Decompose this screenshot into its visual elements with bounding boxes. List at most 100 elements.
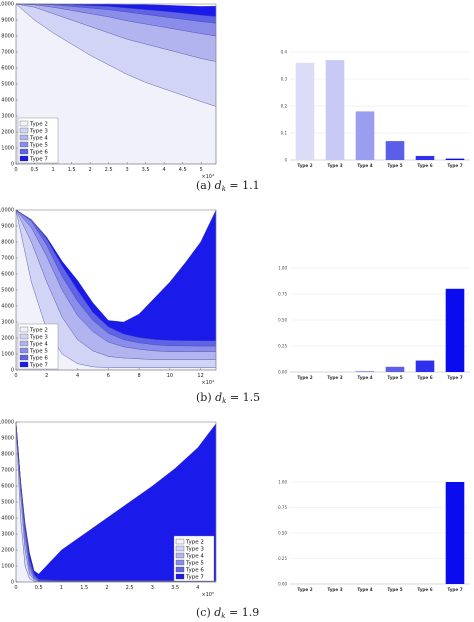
caption-math: d (215, 391, 222, 404)
bar-y-tick-label: 0.1 (281, 131, 288, 136)
legend-swatch (175, 552, 185, 559)
bar-type-7 (445, 482, 465, 584)
legend-label: Type 3 (29, 335, 48, 341)
area-x-tick-label: 0 (14, 167, 17, 173)
bar-type-3 (325, 60, 345, 160)
legend-label: Type 7 (29, 157, 48, 163)
bar-type-7 (445, 288, 465, 372)
legend-swatch (19, 326, 29, 333)
area-x-tick-label: 1.5 (68, 167, 76, 173)
area-y-tick-label: 4000 (1, 304, 14, 310)
bar-y-tick-label: 0.4 (281, 50, 288, 55)
bar-y-tick-label: 0.75 (278, 292, 287, 297)
bar-type-6 (415, 360, 435, 372)
legend-label: Type 4 (29, 342, 48, 348)
caption-subscript: k (222, 397, 226, 405)
area-x-tick-label: 2 (88, 167, 91, 173)
legend-swatch (175, 538, 185, 545)
legend-label: Type 5 (29, 143, 48, 149)
legend-label: Type 2 (29, 122, 48, 128)
bar-y-tick-label: 0.25 (278, 344, 287, 349)
bar-x-tick-label: Type 5 (387, 163, 402, 168)
area-y-tick-label: 1000 (1, 146, 14, 152)
caption-value: = 1.9 (226, 606, 260, 618)
bar-y-tick-label: 0.25 (278, 556, 287, 561)
panel-caption: (c) dk = 1.9 (196, 606, 259, 618)
area-y-tick-label: 2000 (1, 548, 14, 554)
bar-x-tick-label: Type 7 (447, 587, 462, 592)
area-x-multiplier: ×10⁴ (201, 380, 214, 386)
area-y-tick-label: 4000 (1, 516, 14, 522)
legend-swatch (19, 340, 29, 347)
legend-label: Type 2 (185, 540, 204, 546)
area-y-tick-label: 6000 (1, 272, 14, 278)
legend-label: Type 4 (185, 554, 204, 560)
legend-swatch (19, 354, 29, 361)
area-x-tick-label: 10 (167, 373, 173, 379)
caption-subscript: k (221, 612, 225, 618)
bar-x-tick-label: Type 2 (297, 587, 312, 592)
bar-y-tick-label: 0.50 (278, 318, 287, 323)
area-x-multiplier: ×10⁵ (201, 592, 214, 598)
panel-caption: (b) dk = 1.5 (196, 391, 260, 405)
area-y-tick-label: 8000 (1, 34, 14, 40)
area-x-tick-label: 4 (196, 585, 199, 591)
bar-y-tick-label: 0.00 (278, 370, 287, 375)
area-y-tick-label: 4000 (1, 98, 14, 104)
area-y-tick-label: 0 (11, 368, 14, 374)
bar-type-4 (355, 370, 375, 372)
panel-2: 0100020003000400050006000700080009000100… (0, 420, 470, 620)
area-y-tick-label: 7000 (1, 468, 14, 474)
legend-label: Type 5 (185, 561, 204, 567)
bar-x-tick-label: Type 3 (327, 163, 342, 168)
bar-y-tick-label: 0 (284, 158, 287, 163)
legend-swatch (175, 559, 185, 566)
legend-label: Type 3 (185, 547, 204, 553)
area-y-tick-label: 7000 (1, 50, 14, 56)
area-y-tick-label: 2000 (1, 130, 14, 136)
bar-y-tick-label: 0.75 (278, 505, 287, 510)
bar-y-tick-label: 0.50 (278, 531, 287, 536)
area-y-tick-label: 5000 (1, 500, 14, 506)
area-x-tick-label: 2.5 (105, 167, 113, 173)
area-x-tick-label: 1 (60, 585, 63, 591)
bar-x-tick-label: Type 6 (417, 163, 432, 168)
bar-x-tick-label: Type 5 (387, 587, 402, 592)
bar-x-tick-label: Type 6 (417, 375, 432, 380)
bar-y-tick-label: 0.3 (281, 77, 288, 82)
area-y-tick-label: 1000 (1, 564, 14, 570)
area-y-tick-label: 5000 (1, 288, 14, 294)
area-x-tick-label: 0 (14, 373, 17, 379)
bar-x-tick-label: Type 4 (357, 163, 372, 168)
legend-swatch (19, 148, 29, 155)
area-y-tick-label: 3000 (1, 114, 14, 120)
area-x-tick-label: 3 (151, 585, 154, 591)
area-x-tick-label: 3.5 (171, 585, 179, 591)
area-y-tick-label: 0 (11, 580, 14, 586)
bar-type-2 (295, 62, 315, 160)
panel-1: 0100020003000400050006000700080009000100… (0, 208, 470, 405)
area-y-tick-label: 10000 (0, 2, 14, 8)
area-x-tick-label: 2 (45, 373, 48, 379)
legend-swatch (19, 333, 29, 340)
bar-y-tick-label: 0.2 (281, 104, 288, 109)
area-y-tick-label: 10000 (0, 420, 14, 426)
legend-label: Type 6 (29, 150, 48, 156)
area-x-tick-label: 4 (163, 167, 166, 173)
legend-swatch (19, 120, 29, 127)
area-x-tick-label: 0.5 (35, 585, 43, 591)
bar-x-tick-label: Type 2 (297, 163, 312, 168)
area-x-tick-label: 1.5 (80, 585, 88, 591)
bar-x-tick-label: Type 7 (447, 375, 462, 380)
area-x-tick-label: 0 (14, 585, 17, 591)
caption-value: = 1.1 (226, 179, 260, 192)
area-x-tick-label: 4 (76, 373, 79, 379)
bar-type-5 (385, 141, 405, 160)
legend-swatch (19, 361, 29, 368)
caption-value: = 1.5 (226, 391, 260, 404)
caption-subscript: k (222, 185, 226, 193)
legend-label: Type 4 (29, 136, 48, 142)
